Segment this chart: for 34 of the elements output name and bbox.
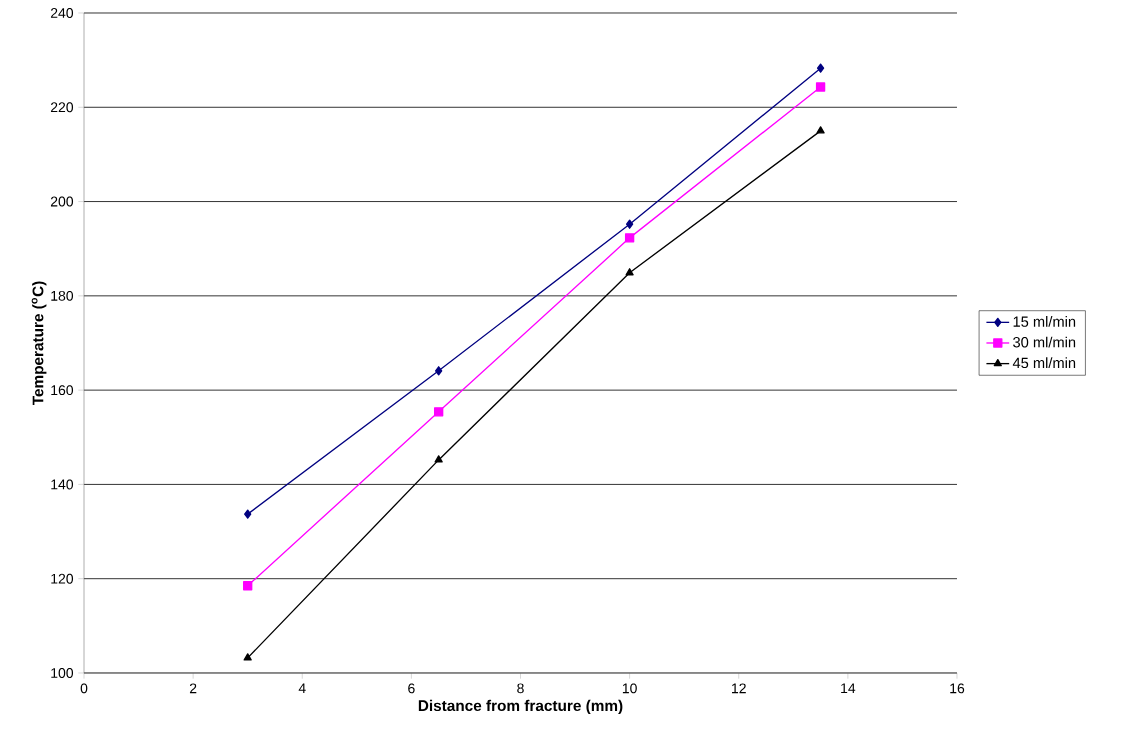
legend-label: 15 ml/min bbox=[1013, 316, 1076, 327]
legend-label: 45 ml/min bbox=[1012, 357, 1076, 369]
point bbox=[625, 219, 634, 229]
y-tick-label: 120 bbox=[51, 573, 74, 584]
point bbox=[815, 82, 826, 92]
y-axis-title: Temperature ($^{o}$C) bbox=[31, 281, 47, 406]
point bbox=[433, 407, 444, 417]
x-tick-label: 16 bbox=[950, 683, 965, 694]
x-tick-label: 0 bbox=[80, 683, 88, 694]
x-axis-title: Distance from fracture (mm) bbox=[418, 699, 623, 715]
x-tick-label: 14 bbox=[841, 683, 856, 694]
point bbox=[624, 233, 635, 243]
x-tick-label: 6 bbox=[408, 683, 415, 694]
y-tick-label: 200 bbox=[50, 196, 74, 207]
y-tick-label: 160 bbox=[51, 385, 74, 396]
y-tick-label: 180 bbox=[51, 290, 74, 301]
y-tick-label: 220 bbox=[50, 102, 74, 113]
y-tick-label: 100 bbox=[51, 668, 74, 678]
x-tick-label: 2 bbox=[189, 683, 197, 694]
point bbox=[625, 268, 634, 276]
point bbox=[816, 63, 825, 73]
x-tick-label: 12 bbox=[732, 683, 746, 694]
point bbox=[243, 653, 252, 661]
point bbox=[243, 581, 253, 591]
point bbox=[434, 366, 443, 376]
y-tick-label: 240 bbox=[50, 8, 74, 18]
point bbox=[816, 126, 825, 134]
x-tick-label: 4 bbox=[298, 683, 306, 694]
y-tick-label: 140 bbox=[51, 479, 74, 490]
x-tick-label: 10 bbox=[622, 683, 637, 694]
x-tick-label: 8 bbox=[517, 683, 524, 694]
point bbox=[244, 509, 252, 519]
point bbox=[434, 455, 443, 463]
legend-label: 30 ml/min bbox=[1013, 336, 1076, 348]
